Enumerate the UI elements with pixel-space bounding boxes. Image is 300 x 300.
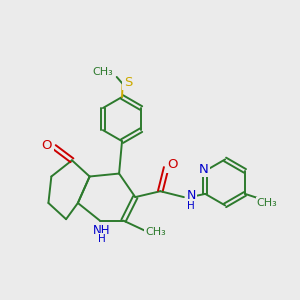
Text: H: H [187,201,195,211]
Text: NH: NH [93,224,110,238]
Text: CH₃: CH₃ [257,198,278,208]
Text: O: O [42,139,52,152]
Text: N: N [199,163,208,176]
Text: N: N [187,189,196,202]
Text: CH₃: CH₃ [146,227,166,237]
Text: S: S [124,76,132,89]
Text: H: H [98,234,105,244]
Text: O: O [167,158,177,171]
Text: CH₃: CH₃ [92,67,113,77]
